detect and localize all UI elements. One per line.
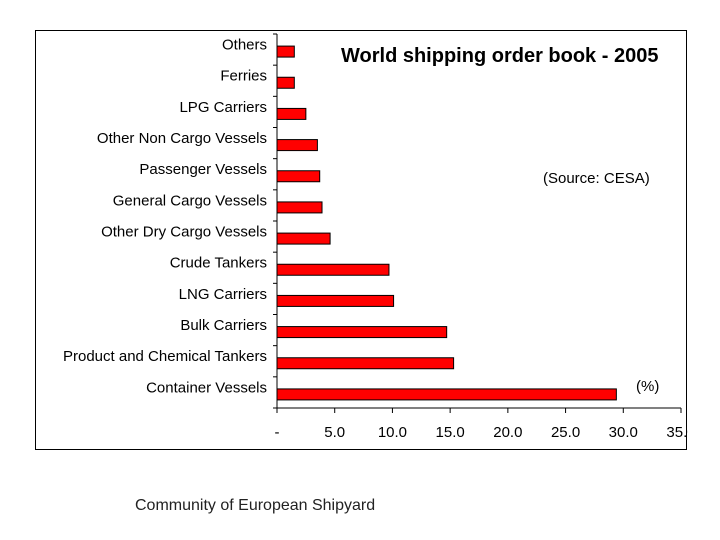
bar [276,170,321,183]
x-tick-label: 25.0 [551,424,580,441]
x-tick-label: 5.0 [324,424,345,441]
x-tick-label: 30.0 [609,424,638,441]
caption: Community of European Shipyard [135,497,376,514]
x-tick-label: - [275,424,280,441]
category-label: Other Non Cargo Vessels [97,130,267,147]
chart-title: World shipping order book - 2005 [341,45,658,67]
bar [276,388,617,401]
bar [276,76,295,89]
category-label: Others [222,37,267,54]
bar-chart: World shipping order book - 2005 (Source… [63,33,688,441]
bar [276,357,455,370]
bar [276,45,295,58]
x-tick-label: 10.0 [378,424,407,441]
category-label: LNG Carriers [179,286,267,303]
category-label: Crude Tankers [170,255,267,272]
bar [276,107,307,120]
bar [276,294,395,307]
category-label: Ferries [220,68,267,85]
x-tick-label: 15.0 [436,424,465,441]
bar [276,326,448,339]
bar [276,263,390,276]
category-label: Bulk Carriers [180,317,267,334]
unit-note: (%) [636,378,659,395]
source-note: (Source: CESA) [543,170,650,187]
chart-frame: World shipping order book - 2005 (Source… [35,30,688,450]
x-tick-label: 20.0 [493,424,522,441]
x-tick-label: 35.0 [666,424,688,441]
category-label: LPG Carriers [179,99,267,116]
category-label: Passenger Vessels [139,161,267,178]
bar [276,201,323,214]
category-label: Product and Chemical Tankers [63,348,267,365]
bar [276,232,331,245]
category-label: Other Dry Cargo Vessels [101,224,267,241]
plot-area: Others Ferries LPG Carriers Other Non Cargo… [63,33,688,441]
bar [276,139,318,152]
category-label: General Cargo Vessels [113,192,267,209]
category-label: Container Vessels [146,379,267,396]
